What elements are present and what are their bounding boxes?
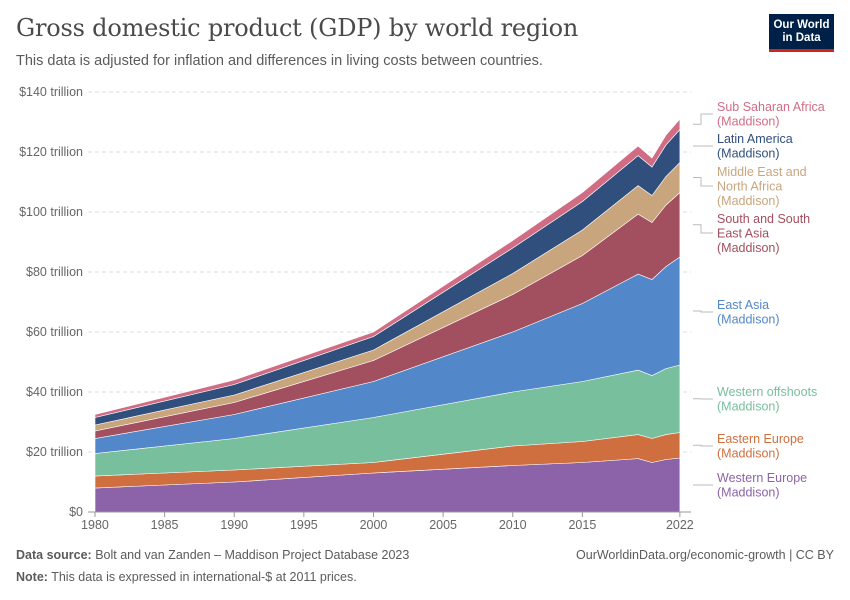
note-line: Note: This data is expressed in internat… <box>16 570 357 584</box>
x-tick-label: 2015 <box>568 518 596 532</box>
x-axis: 1980 1985 1990 1995 2000 2005 2010 2015 2022 <box>81 511 694 532</box>
area-sub-saharan-africa <box>94 118 681 418</box>
y-tick-label: $40 trillion <box>26 385 83 399</box>
legend-label-line: Western Europe <box>717 471 807 485</box>
legend-label-line: (Maddison) <box>717 313 780 327</box>
legend-connector <box>693 310 713 313</box>
legend-label-line: (Maddison) <box>717 147 780 161</box>
legend-label: Eastern Europe (Maddison) <box>717 432 804 461</box>
legend-label-line: Western offshoots <box>717 385 817 399</box>
legend-connector <box>693 224 713 234</box>
chart-title: Gross domestic product (GDP) by world re… <box>16 14 579 42</box>
legend-label-line: (Maddison) <box>717 194 780 208</box>
x-tick-label: 1995 <box>290 518 318 532</box>
legend-label-line: Sub Saharan Africa <box>717 100 825 114</box>
legend-label-line: (Maddison) <box>717 486 780 500</box>
legend-label-line: Middle East and <box>717 165 807 179</box>
chart-subtitle: This data is adjusted for inflation and … <box>16 53 543 69</box>
x-tick-label: 2022 <box>666 518 694 532</box>
owid-logo[interactable]: Our World in Data <box>769 14 834 52</box>
legend-connector <box>693 113 713 125</box>
legend-label: Western offshoots (Maddison) <box>717 385 817 414</box>
source-label: Data source: <box>16 548 92 562</box>
legend-label-line: Latin America <box>717 132 793 146</box>
area-layers <box>94 118 681 513</box>
legend-connector <box>693 444 713 447</box>
legend-label: Western Europe (Maddison) <box>717 471 807 500</box>
note-text: This data is expressed in international-… <box>51 570 357 584</box>
legend-label-line: (Maddison) <box>717 447 780 461</box>
y-axis: $0 $20 trillion $40 trillion $60 trillion $8… <box>19 85 83 519</box>
legend-label-line: East Asia <box>717 227 769 241</box>
y-tick-label: $140 trillion <box>19 85 83 99</box>
legend-label-line: South and South <box>717 212 810 226</box>
source-line: Data source: Bolt and van Zanden – Maddi… <box>16 548 409 562</box>
x-tick-label: 1985 <box>151 518 179 532</box>
y-tick-label: $80 trillion <box>26 265 83 279</box>
logo-line-1: Our World <box>773 19 830 31</box>
y-tick-label: $120 trillion <box>19 145 83 159</box>
legend-label-line: (Maddison) <box>717 115 780 129</box>
x-tick-label: 1990 <box>220 518 248 532</box>
y-tick-label: $60 trillion <box>26 325 83 339</box>
y-tick-label: $0 <box>69 505 83 519</box>
legend-label: East Asia (Maddison) <box>717 298 780 327</box>
legend-connector <box>693 177 713 187</box>
y-tick-label: $20 trillion <box>26 445 83 459</box>
note-label: Note: <box>16 570 48 584</box>
legend-label-line: (Maddison) <box>717 400 780 414</box>
y-tick-label: $100 trillion <box>19 205 83 219</box>
legend-label-line: Eastern Europe <box>717 432 804 446</box>
logo-line-2: in Data <box>782 32 821 44</box>
license-link[interactable]: OurWorldinData.org/economic-growth | CC … <box>576 548 834 562</box>
source-text: Bolt and van Zanden – Maddison Project D… <box>95 548 410 562</box>
legend-label-line: (Maddison) <box>717 241 780 255</box>
legend-label-line: East Asia <box>717 298 769 312</box>
x-tick-label: 2010 <box>499 518 527 532</box>
legend-label-line: North Africa <box>717 180 782 194</box>
legend-label: South and South East Asia (Maddison) <box>717 212 810 255</box>
legend-label: Sub Saharan Africa (Maddison) <box>717 100 825 129</box>
x-tick-label: 2005 <box>429 518 457 532</box>
x-tick-label: 1980 <box>81 518 109 532</box>
legend-label: Latin America (Maddison) <box>717 132 793 161</box>
x-tick-label: 2000 <box>360 518 388 532</box>
legend: Western Europe (Maddison)Eastern Europe (M… <box>693 100 825 500</box>
legend-label: Middle East and North Africa (Maddison) <box>717 165 807 208</box>
